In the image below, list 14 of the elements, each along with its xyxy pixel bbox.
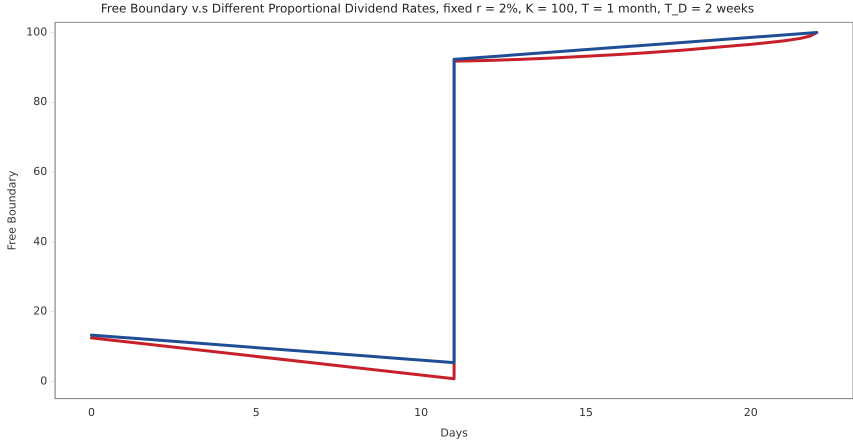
x-tick-label: 15 xyxy=(578,406,593,420)
chart-title: Free Boundary v.s Different Proportional Dividend Rates, fixed r = 2%, K = 100, T = 1 month, T_D = 2 weeks xyxy=(100,1,754,16)
y-tick-label: 80 xyxy=(33,95,48,108)
x-tick-label: 5 xyxy=(252,406,260,420)
y-tick-label: 20 xyxy=(33,304,48,318)
x-tick-label: 20 xyxy=(744,406,758,420)
y-tick-label: 0 xyxy=(40,374,48,388)
x-tick-label: 10 xyxy=(414,406,428,420)
x-axis-title: Days xyxy=(440,426,468,440)
y-axis-title: Free Boundary xyxy=(5,170,18,250)
y-tick-label: 40 xyxy=(33,234,48,248)
y-tick-label: 100 xyxy=(26,25,48,38)
x-tick-label: 0 xyxy=(88,406,95,420)
y-tick-label: 60 xyxy=(33,164,48,178)
